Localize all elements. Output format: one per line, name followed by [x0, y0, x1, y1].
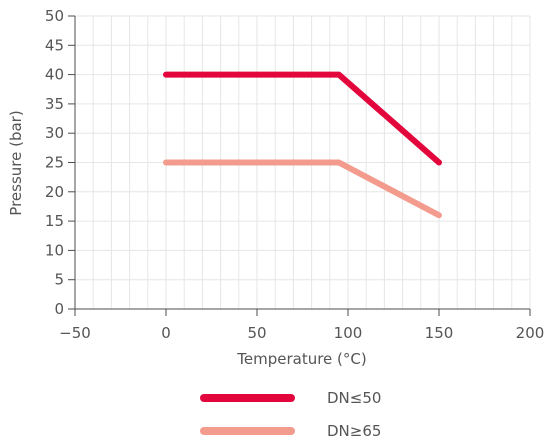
- y-tick-label: 10: [45, 241, 64, 259]
- legend-label-1: DN≤50: [327, 389, 381, 407]
- y-tick-label: 5: [54, 271, 64, 289]
- x-tick-label: 100: [334, 324, 363, 342]
- y-tick-label: 15: [45, 212, 64, 230]
- series-line-1: [163, 71, 442, 166]
- y-tick-label: 50: [45, 7, 64, 25]
- y-tick-label: 40: [45, 66, 64, 84]
- y-tick-labels: 0 5 10 15 20 25 30 35 40 45 50: [45, 7, 64, 318]
- x-tick-label: 200: [516, 324, 545, 342]
- x-tick-labels: −50 0 50 100 150 200: [59, 324, 544, 342]
- y-axis-title: Pressure (bar): [7, 110, 25, 215]
- x-tick-label: −50: [59, 324, 91, 342]
- series-line-2: [163, 159, 442, 219]
- legend: DN≤50 DN≥65: [200, 389, 381, 437]
- y-tick-label: 20: [45, 183, 64, 201]
- series-lines: [163, 71, 442, 219]
- y-tick-label: 35: [45, 95, 64, 113]
- legend-label-2: DN≥65: [327, 422, 381, 437]
- x-tick-label: 0: [161, 324, 171, 342]
- y-tick-label: 45: [45, 36, 64, 54]
- x-tick-label: 150: [425, 324, 454, 342]
- x-tick-label: 50: [247, 324, 266, 342]
- x-axis-title: Temperature (°C): [236, 350, 366, 368]
- y-tick-label: 0: [54, 300, 64, 318]
- y-tick-label: 25: [45, 154, 64, 172]
- y-tick-label: 30: [45, 124, 64, 142]
- axes: [68, 15, 531, 316]
